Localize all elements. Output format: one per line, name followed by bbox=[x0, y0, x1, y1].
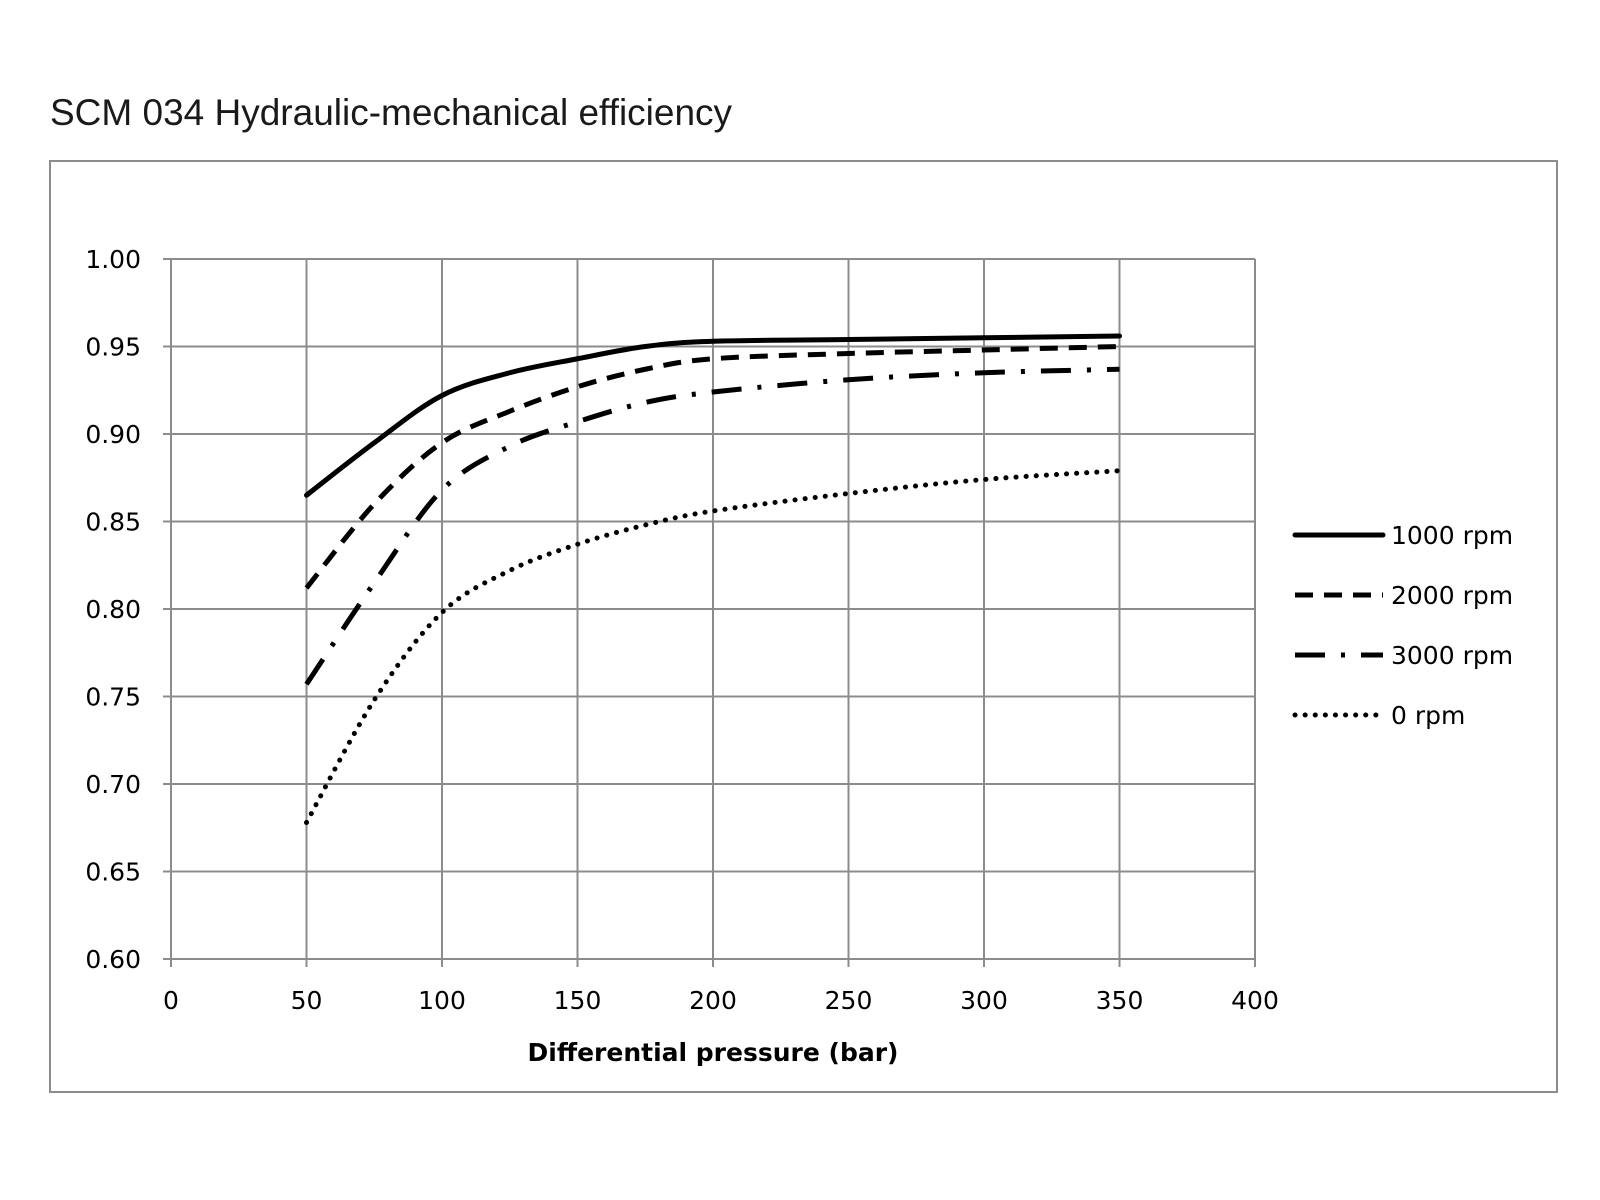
x-tick-label: 350 bbox=[1096, 986, 1144, 1015]
series-line-3000-rpm bbox=[304, 366, 1120, 686]
y-axis-ticks: 0.60 0.65 0.70 0.75 0.80 0.85 0.90 0.95 1.00 bbox=[85, 245, 141, 974]
legend-label-1000-rpm: 1000 rpm bbox=[1391, 521, 1513, 550]
series-line-2000-rpm bbox=[304, 344, 1120, 590]
grid-lines bbox=[163, 258, 1256, 967]
legend-label-3000-rpm: 3000 rpm bbox=[1391, 641, 1513, 670]
x-tick-label: 0 bbox=[163, 986, 179, 1015]
series-line-0-rpm bbox=[304, 468, 1122, 825]
x-tick-label: 100 bbox=[418, 986, 466, 1015]
x-axis-label: Differential pressure (bar) bbox=[528, 1038, 899, 1067]
x-tick-label: 400 bbox=[1231, 986, 1279, 1015]
chart-frame bbox=[49, 160, 1558, 1093]
y-tick-label: 0.85 bbox=[85, 508, 141, 537]
series-lines bbox=[304, 333, 1122, 825]
x-tick-label: 300 bbox=[960, 986, 1008, 1015]
y-tick-label: 0.80 bbox=[85, 595, 141, 624]
legend: 1000 rpm 2000 rpm 3000 rpm 0 rpm bbox=[1292, 521, 1513, 730]
series-line-1000-rpm bbox=[304, 333, 1122, 498]
y-tick-label: 0.95 bbox=[85, 333, 141, 362]
x-tick-label: 200 bbox=[689, 986, 737, 1015]
x-tick-label: 250 bbox=[825, 986, 873, 1015]
y-tick-label: 0.90 bbox=[85, 420, 141, 449]
y-tick-label: 0.60 bbox=[85, 945, 141, 974]
chart-title: SCM 034 Hydraulic-mechanical efficiency bbox=[50, 92, 733, 133]
legend-label-2000-rpm: 2000 rpm bbox=[1391, 581, 1513, 610]
y-tick-label: 0.70 bbox=[85, 770, 141, 799]
x-axis-ticks: 0 50 100 150 200 250 300 350 400 bbox=[163, 986, 1279, 1015]
y-tick-label: 1.00 bbox=[85, 245, 141, 274]
x-tick-label: 150 bbox=[554, 986, 602, 1015]
y-tick-label: 0.65 bbox=[85, 858, 141, 887]
x-tick-label: 50 bbox=[291, 986, 323, 1015]
legend-label-0-rpm: 0 rpm bbox=[1391, 701, 1465, 730]
y-tick-label: 0.75 bbox=[85, 683, 141, 712]
